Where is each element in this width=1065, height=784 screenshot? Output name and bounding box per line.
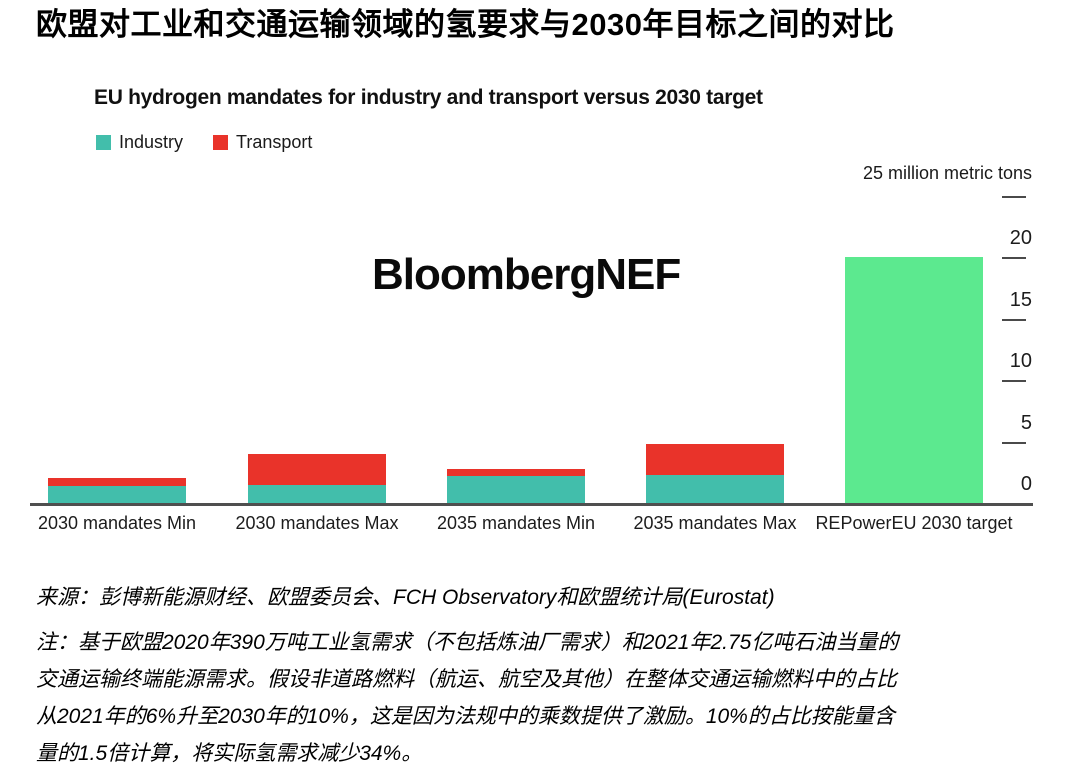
chart-title: EU hydrogen mandates for industry and tr… [94, 86, 763, 109]
y-tick-label: 0 [1020, 473, 1032, 495]
bar-segment-repowereu-2030-target [845, 257, 983, 503]
transport-swatch-icon [213, 135, 229, 150]
legend: Industry Transport [96, 132, 312, 153]
y-axis-unit-label: 25 million metric tons [862, 163, 1032, 183]
footnote-line: 注：基于欧盟2020年390万吨工业氢需求（不包括炼油厂需求）和2021年2.7… [36, 631, 899, 654]
bar-segment-transport [248, 453, 386, 485]
bar-segment-transport [646, 443, 784, 475]
category-label: 2035 mandates Min [436, 513, 596, 533]
bar-segment-industry [248, 484, 386, 503]
source-line: 来源：彭博新能源财经、欧盟委员会、FCH Observatory和欧盟统计局(E… [36, 586, 775, 609]
x-axis-line [30, 503, 1033, 506]
category-label: 2030 mandates Min [37, 513, 197, 533]
y-tick-label: 20 [1009, 227, 1032, 249]
y-tick-mark [1002, 257, 1026, 259]
bloombergnef-watermark: BloombergNEF [372, 250, 681, 299]
y-tick-mark [1002, 318, 1026, 321]
bar-segment-industry [646, 474, 784, 503]
y-tick-label: 10 [1009, 350, 1032, 372]
bar-segment-industry [48, 485, 186, 503]
y-tick-label: 5 [1020, 411, 1032, 434]
y-tick-mark [1002, 195, 1026, 198]
bar-segment-industry [447, 475, 585, 503]
industry-swatch-icon [96, 135, 111, 150]
footnote-line: 交通运输终端能源需求。假设非道路燃料（航运、航空及其他）在整体交通运输燃料中的占… [36, 668, 897, 691]
bar-segment-transport [48, 478, 186, 486]
category-label: 2035 mandates Max [633, 513, 797, 533]
legend-label-transport: Transport [236, 132, 313, 152]
y-tick-mark [1002, 441, 1026, 444]
page-title: 欧盟对工业和交通运输领域的氢要求与2030年目标之间的对比 [36, 7, 895, 42]
legend-item-transport: Transport [213, 132, 312, 153]
footnote-line: 从2021年的6%升至2030年的10%，这是因为法规中的乘数提供了激励。10%… [36, 705, 895, 728]
y-tick-mark [1002, 380, 1026, 382]
footnote-line: 量的1.5倍计算，将实际氢需求减少34%。 [36, 742, 423, 765]
legend-item-industry: Industry [96, 132, 183, 153]
category-label: REPowerEU 2030 target [815, 513, 1013, 533]
footnotes: 注：基于欧盟2020年390万吨工业氢需求（不包括炼油厂需求）和2021年2.7… [36, 624, 1050, 772]
y-tick-label: 15 [1009, 288, 1032, 311]
category-label: 2030 mandates Max [235, 513, 399, 533]
bar-segment-transport [447, 468, 585, 476]
legend-label-industry: Industry [119, 132, 184, 152]
